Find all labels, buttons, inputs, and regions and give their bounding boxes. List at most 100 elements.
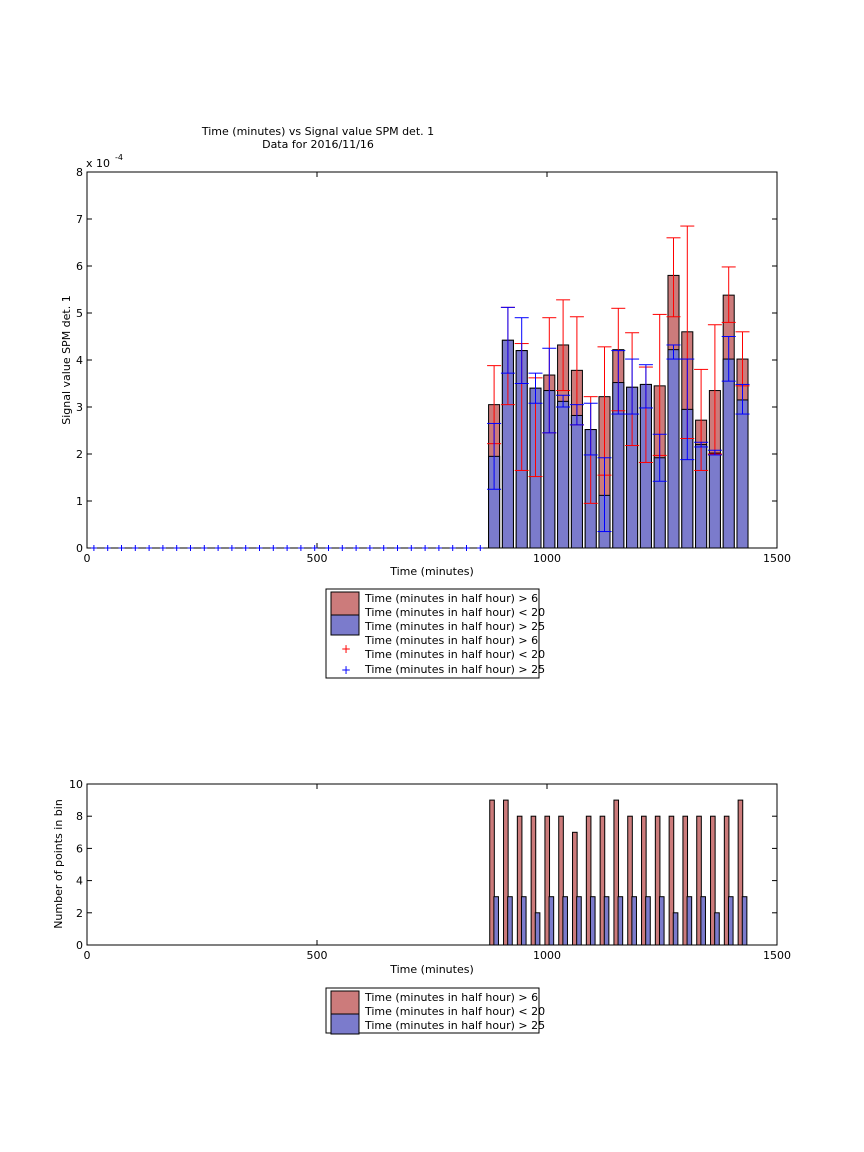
empty-bin-marker	[449, 545, 456, 551]
chart-1-xtick-label: 500	[307, 949, 328, 962]
legend-1-entry-4: Time (minutes in half hour) > 6	[364, 634, 538, 647]
legend-1: Time (minutes in half hour) > 6 Time (mi…	[325, 588, 545, 679]
blue-bar	[708, 452, 721, 549]
empty-bin-marker	[201, 545, 208, 551]
chart-1-ytick-label: 8	[76, 810, 83, 823]
red-count-bar	[530, 815, 537, 946]
empty-bin-marker	[187, 545, 194, 551]
chart-1-xtick-label: 1500	[763, 949, 791, 962]
empty-bin-marker	[104, 545, 111, 551]
legend-1-entry-2: Time (minutes in half hour) < 20	[364, 606, 545, 619]
y-exponent-base: x 10	[86, 157, 110, 170]
empty-bin-marker	[132, 545, 139, 551]
red-count-bar	[516, 815, 523, 946]
legend-1-box	[325, 588, 540, 679]
chart-1-xtick-label: 1000	[533, 949, 561, 962]
empty-bin-marker	[270, 545, 277, 551]
chart-0-ytick-label: 8	[76, 166, 83, 179]
empty-bin-marker	[435, 545, 442, 551]
empty-bin-marker	[422, 545, 429, 551]
blue-count-bar	[714, 912, 720, 946]
blue-count-bar	[562, 896, 568, 946]
blue-count-bar	[534, 912, 541, 946]
empty-bin-marker	[311, 545, 318, 551]
chart-0-ytick-label: 5	[76, 307, 83, 320]
chart-subtitle: Data for 2016/11/16	[262, 138, 374, 151]
blue-count-bar	[658, 896, 665, 946]
empty-bin-marker	[173, 545, 180, 551]
red-count-bar	[572, 831, 578, 946]
blue-count-bar	[603, 896, 610, 946]
legend-1-swatch-blue	[330, 614, 360, 636]
empty-bin-marker	[159, 545, 166, 551]
red-count-bar	[723, 815, 730, 946]
plot-area-2	[86, 783, 778, 946]
blue-count-bar	[548, 896, 555, 946]
chart-1-ytick-label: 10	[69, 778, 83, 791]
red-count-bar	[696, 815, 702, 946]
legend-1-plus-blue-icon: +	[341, 663, 351, 677]
empty-bin-marker	[284, 545, 291, 551]
empty-bin-marker	[463, 545, 470, 551]
y-axis-label-1: Signal value SPM det. 1	[60, 295, 73, 425]
legend-1-entry-3: Time (minutes in half hour) > 25	[364, 620, 545, 633]
red-count-bar	[641, 815, 647, 946]
empty-bin-marker	[353, 545, 360, 551]
empty-bin-marker	[242, 545, 249, 551]
blue-count-bar	[507, 896, 513, 946]
chart-1-ytick-label: 0	[76, 939, 83, 952]
legend-2-entry-2: Time (minutes in half hour) < 20	[364, 1005, 545, 1018]
error-bars-1	[487, 225, 750, 533]
legend-2-swatch-red	[330, 990, 360, 1016]
blue-bar	[570, 414, 583, 549]
chart-0-ytick-label: 4	[76, 354, 83, 367]
y-axis-1: 0 1 2 3 4 5 6 7 8	[76, 166, 777, 555]
legend-2-entry-1: Time (minutes in half hour) > 6	[364, 991, 538, 1004]
red-count-bar	[613, 799, 620, 946]
empty-bin-marker	[477, 545, 484, 551]
empty-markers-1	[90, 545, 484, 551]
blue-count-bar	[700, 896, 706, 946]
red-count-bar	[737, 799, 744, 946]
x-axis-label-1: Time (minutes)	[389, 565, 474, 578]
blue-bar	[736, 399, 749, 549]
legend-1-entry-5: Time (minutes in half hour) < 20	[364, 648, 545, 661]
legend-1-plus-red-icon: +	[341, 642, 351, 656]
legend-2-entry-3: Time (minutes in half hour) > 25	[364, 1019, 545, 1032]
legend-1-swatch-red	[330, 591, 360, 617]
chart-1-ytick-label: 4	[76, 875, 83, 888]
signal-chart: Time (minutes) vs Signal value SPM det. …	[60, 125, 791, 679]
bars-2	[489, 799, 748, 946]
blue-count-bar	[727, 896, 734, 946]
red-count-bar	[503, 799, 509, 946]
empty-bin-marker	[297, 545, 304, 551]
count-chart: 0 2 4 6 8 10 0 500 1000 1500 Time (minutes) Numb…	[52, 778, 791, 1035]
chart-0-xtick-label: 1500	[763, 552, 791, 565]
empty-bin-marker	[394, 545, 401, 551]
empty-bin-marker	[380, 545, 387, 551]
blue-bar	[667, 349, 680, 549]
red-count-bar	[710, 815, 716, 946]
blue-bar	[557, 400, 570, 549]
chart-0-xtick-label: 500	[307, 552, 328, 565]
blue-count-bar	[631, 896, 637, 946]
y-exponent-power: -4	[115, 153, 123, 162]
empty-bin-marker	[215, 545, 222, 551]
chart-0-ytick-label: 1	[76, 495, 83, 508]
legend-2-box	[325, 987, 540, 1034]
blue-bar	[722, 358, 735, 549]
chart-0-ytick-label: 6	[76, 260, 83, 273]
blue-count-bar	[645, 896, 651, 946]
blue-count-bar	[672, 912, 679, 946]
x-axis-label-2: Time (minutes)	[389, 963, 474, 976]
empty-bin-marker	[256, 545, 263, 551]
blue-count-bar	[576, 896, 582, 946]
red-count-bar	[585, 815, 592, 946]
chart-0-ytick-label: 3	[76, 401, 83, 414]
red-count-bar	[654, 815, 661, 946]
chart-title: Time (minutes) vs Signal value SPM det. …	[201, 125, 434, 138]
x-axis-2: 0 500 1000 1500	[84, 784, 791, 962]
red-count-bar	[668, 815, 675, 946]
blue-count-bar	[493, 896, 499, 946]
